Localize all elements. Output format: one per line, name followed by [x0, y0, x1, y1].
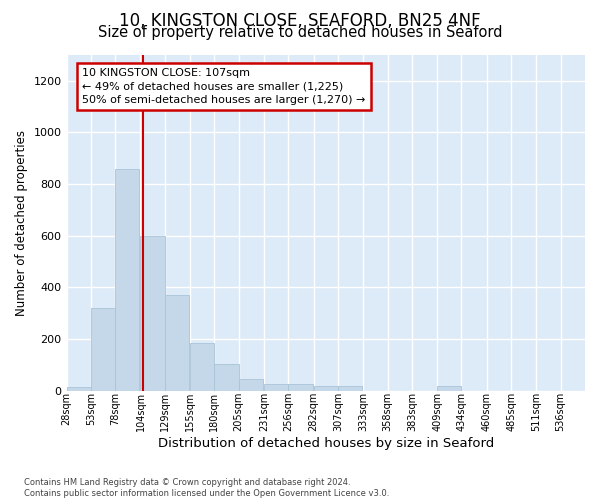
- X-axis label: Distribution of detached houses by size in Seaford: Distribution of detached houses by size …: [158, 437, 494, 450]
- Bar: [140, 236, 165, 390]
- Text: Size of property relative to detached houses in Seaford: Size of property relative to detached ho…: [98, 25, 502, 40]
- Bar: [338, 386, 362, 390]
- Bar: [437, 386, 461, 390]
- Text: Contains HM Land Registry data © Crown copyright and database right 2024.
Contai: Contains HM Land Registry data © Crown c…: [24, 478, 389, 498]
- Text: 10 KINGSTON CLOSE: 107sqm
← 49% of detached houses are smaller (1,225)
50% of se: 10 KINGSTON CLOSE: 107sqm ← 49% of detac…: [82, 68, 365, 105]
- Bar: [91, 308, 115, 390]
- Bar: [115, 168, 139, 390]
- Bar: [264, 384, 289, 390]
- Bar: [190, 343, 214, 390]
- Bar: [289, 384, 313, 390]
- Y-axis label: Number of detached properties: Number of detached properties: [15, 130, 28, 316]
- Bar: [314, 386, 338, 390]
- Bar: [239, 378, 263, 390]
- Bar: [214, 364, 239, 390]
- Bar: [67, 387, 91, 390]
- Bar: [165, 295, 189, 390]
- Text: 10, KINGSTON CLOSE, SEAFORD, BN25 4NF: 10, KINGSTON CLOSE, SEAFORD, BN25 4NF: [119, 12, 481, 30]
